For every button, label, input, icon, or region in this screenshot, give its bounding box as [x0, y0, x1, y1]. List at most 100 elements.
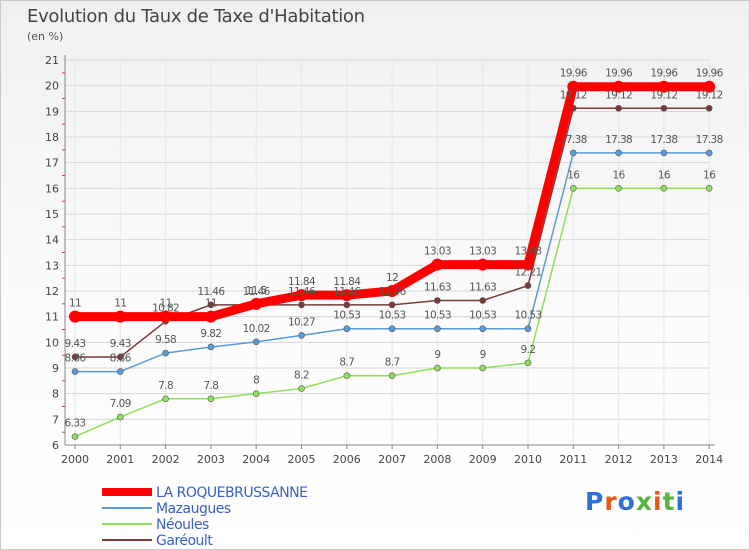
data-point [298, 332, 305, 339]
data-point [660, 149, 668, 157]
data-label: 17.38 [696, 134, 723, 146]
data-label: 8.7 [385, 357, 400, 369]
data-label: 16 [567, 169, 580, 181]
data-label: 19.96 [605, 68, 633, 80]
unit-label: (en %) [27, 30, 64, 43]
data-point [705, 149, 713, 157]
data-label: 12.21 [514, 267, 541, 279]
data-point [343, 372, 351, 380]
logo-letter: i [653, 487, 663, 516]
data-label: 19.12 [696, 89, 723, 101]
data-label: 10.82 [152, 302, 179, 314]
data-label: 10.53 [469, 310, 496, 322]
data-label: 10.53 [424, 310, 451, 322]
data-label: 11 [114, 298, 126, 310]
data-point [660, 185, 668, 192]
data-point [657, 80, 670, 93]
data-label: 8.86 [65, 353, 87, 365]
y-tick-label: 18 [45, 131, 59, 144]
legend-label: Mazaugues [156, 501, 231, 517]
data-label: 11.84 [333, 276, 361, 288]
data-label: 10.53 [514, 310, 541, 322]
y-tick-label: 13 [45, 259, 59, 272]
data-point [71, 368, 79, 375]
x-tick-label: 2008 [423, 453, 451, 466]
data-label: 6.33 [65, 418, 86, 430]
data-point [343, 325, 351, 333]
y-tick-label: 12 [45, 285, 59, 298]
logo-letter: x [635, 487, 653, 516]
proxiti-logo: Proxiti [585, 487, 685, 516]
data-point [705, 104, 713, 112]
data-label: 7.8 [158, 380, 173, 392]
data-point [524, 282, 532, 289]
x-tick-label: 2006 [333, 453, 361, 466]
data-point [479, 364, 487, 372]
data-label: 11.46 [288, 286, 316, 298]
data-label: 16 [658, 169, 671, 181]
x-tick-label: 2011 [559, 453, 587, 466]
logo-letter: t [662, 487, 676, 516]
x-tick-label: 2007 [378, 453, 406, 466]
data-label: 11.46 [333, 286, 361, 298]
data-label: 11 [69, 298, 81, 310]
data-point [524, 359, 532, 367]
data-point [207, 343, 215, 351]
data-point [71, 353, 79, 361]
x-tick-label: 2005 [288, 453, 316, 466]
data-point [162, 395, 169, 403]
data-point [117, 413, 124, 421]
data-label: 16 [613, 169, 626, 181]
data-label: 17.38 [605, 134, 632, 146]
data-point [705, 185, 713, 192]
legend-label: Néoules [156, 517, 209, 533]
logo-letter: P [585, 487, 605, 516]
y-tick-label: 8 [52, 388, 59, 401]
x-tick-label: 2009 [469, 453, 497, 466]
data-label: 10.02 [243, 323, 270, 335]
data-point [612, 80, 625, 93]
data-point [298, 301, 305, 309]
data-point [71, 433, 79, 440]
data-label: 9.43 [110, 338, 131, 350]
data-point [343, 301, 351, 309]
logo-letter: r [604, 487, 618, 516]
y-tick-label: 19 [45, 105, 59, 118]
data-label: 19.12 [560, 89, 587, 101]
data-point [479, 325, 487, 333]
x-tick-label: 2002 [152, 453, 180, 466]
data-label: 9 [480, 349, 486, 361]
data-label: 7.8 [203, 380, 218, 392]
data-point [69, 310, 81, 323]
data-label: 11.84 [288, 276, 316, 288]
data-label: 17.38 [560, 134, 587, 146]
x-tick-label: 2014 [695, 453, 723, 466]
data-point [524, 325, 532, 333]
y-tick-label: 6 [52, 439, 59, 452]
legend-label: Garéoult [156, 533, 213, 549]
data-point [159, 310, 172, 323]
data-point [431, 258, 444, 271]
data-point [252, 390, 260, 397]
data-label: 19.12 [605, 89, 632, 101]
y-tick-label: 15 [45, 208, 59, 221]
data-label: 9.58 [155, 334, 176, 346]
x-tick-label: 2013 [650, 453, 678, 466]
data-point [569, 185, 577, 192]
y-tick-label: 20 [45, 80, 59, 93]
data-label: 11.46 [379, 286, 407, 298]
data-label: 11 [205, 298, 217, 310]
legend-label: LA ROQUEBRUSSANNE [156, 485, 308, 501]
y-tick-label: 7 [52, 413, 59, 426]
data-label: 7.09 [110, 398, 131, 410]
data-label: 9.2 [521, 344, 536, 356]
data-point [252, 338, 260, 346]
y-tick-label: 10 [45, 336, 59, 349]
x-tick-label: 2001 [106, 453, 134, 466]
data-point [298, 385, 305, 392]
data-point [388, 301, 396, 309]
data-label: 10.53 [379, 310, 406, 322]
data-point [615, 149, 622, 157]
data-point [250, 297, 263, 310]
